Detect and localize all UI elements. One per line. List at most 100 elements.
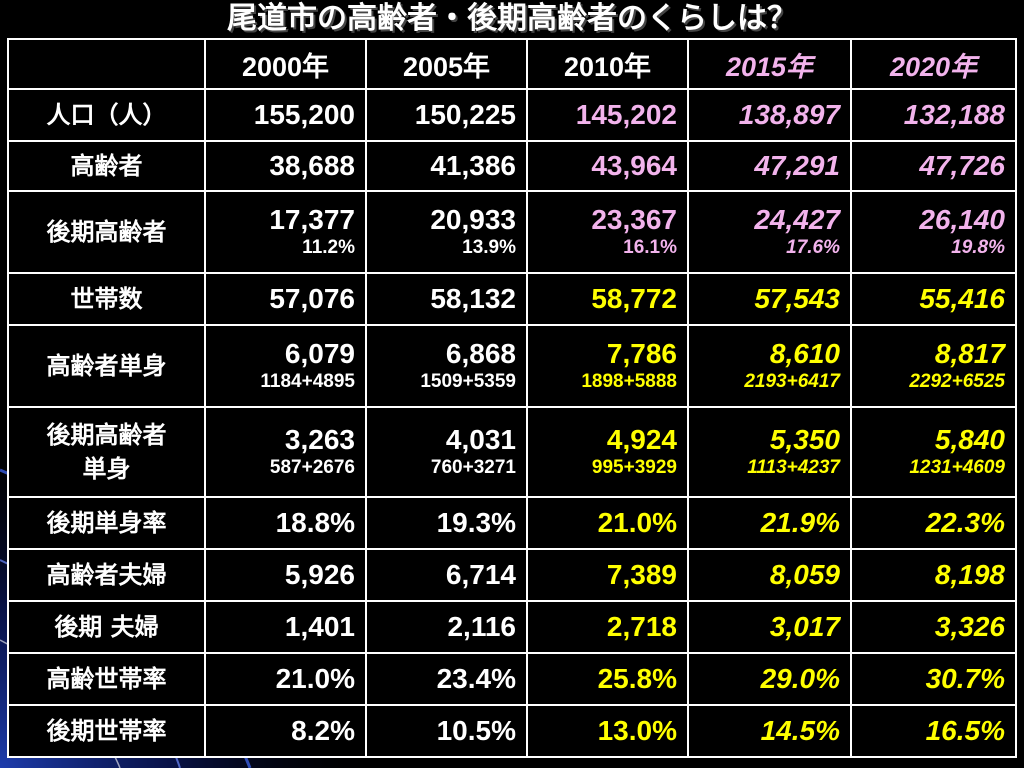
cell-subvalue: 17.6%	[786, 237, 840, 258]
row-label-cell: 後期高齢者	[7, 190, 206, 274]
cell-subvalue: 1113+4237	[747, 457, 840, 478]
value-cell: 47,291	[687, 140, 852, 192]
cell-value: 47,291	[754, 150, 840, 181]
cell-value: 57,543	[754, 283, 840, 314]
value-cell: 24,427 17.6%	[687, 190, 852, 274]
row-label: 人口（人）	[46, 101, 167, 129]
cell-value: 26,140	[919, 204, 1005, 235]
cell-value: 25.8%	[597, 663, 677, 694]
page-title: 尾道市の高齢者・後期高齢者のくらしは？	[227, 1, 797, 36]
row-label-cell: 後期単身率	[7, 496, 206, 550]
cell-value: 23,367	[591, 204, 677, 235]
value-cell: 8,817 2292+6525	[850, 324, 1017, 408]
table-row: 人口（人） 155,200 150,225 145,202 138,897 132,188	[7, 88, 1017, 142]
cell-value: 58,772	[591, 283, 677, 314]
cell-subvalue: 587+2676	[269, 457, 355, 478]
value-cell: 8,059	[687, 548, 852, 602]
cell-value: 8.2%	[291, 715, 355, 746]
value-cell: 14.5%	[687, 704, 852, 758]
cell-value: 6,868	[445, 338, 516, 369]
cell-value: 8,610	[769, 338, 840, 369]
value-cell: 3,263 587+2676	[204, 406, 367, 498]
value-cell: 55,416	[850, 272, 1017, 326]
cell-value: 14.5%	[760, 715, 840, 746]
cell-subvalue: 11.2%	[302, 237, 355, 258]
cell-value: 6,714	[445, 559, 516, 590]
cell-value: 7,389	[606, 559, 677, 590]
value-cell: 5,926	[204, 548, 367, 602]
value-cell: 8,610 2193+6417	[687, 324, 852, 408]
row-label-cell: 世帯数	[7, 272, 206, 326]
cell-value: 1,401	[284, 611, 355, 642]
value-cell: 8,198	[850, 548, 1017, 602]
cell-value: 8,198	[934, 559, 1005, 590]
value-cell: 7,389	[526, 548, 689, 602]
value-cell: 1,401	[204, 600, 367, 654]
row-label: 高齢者夫婦	[46, 561, 167, 589]
row-label: 後期 夫婦	[54, 613, 159, 641]
cell-value: 20,933	[430, 204, 516, 235]
header-year-label: 2005年	[402, 51, 491, 82]
cell-value: 150,225	[414, 99, 516, 130]
value-cell: 155,200	[204, 88, 367, 142]
cell-value: 132,188	[903, 99, 1005, 130]
cell-value: 18.8%	[275, 507, 355, 538]
cell-value: 43,964	[591, 150, 677, 181]
value-cell: 3,326	[850, 600, 1017, 654]
value-cell: 3,017	[687, 600, 852, 654]
header-year-1: 2000年	[204, 38, 367, 90]
header-year-3: 2010年	[526, 38, 689, 90]
value-cell: 16.5%	[850, 704, 1017, 758]
table-row: 高齢者夫婦 5,926 6,714 7,389 8,059 8,198	[7, 548, 1017, 602]
cell-value: 38,688	[269, 150, 355, 181]
value-cell: 5,350 1113+4237	[687, 406, 852, 498]
cell-value: 2,116	[447, 611, 516, 642]
header-year-2: 2005年	[365, 38, 528, 90]
header-year-label: 2000年	[241, 51, 330, 82]
cell-value: 29.0%	[760, 663, 840, 694]
value-cell: 5,840 1231+4609	[850, 406, 1017, 498]
value-cell: 6,714	[365, 548, 528, 602]
row-label: 高齢者	[70, 152, 143, 180]
cell-subvalue: 2292+6525	[909, 371, 1005, 392]
value-cell: 6,868 1509+5359	[365, 324, 528, 408]
cell-value: 138,897	[738, 99, 840, 130]
cell-subvalue: 760+3271	[430, 457, 516, 478]
value-cell: 4,924 995+3929	[526, 406, 689, 498]
value-cell: 57,076	[204, 272, 367, 326]
header-year-label: 2010年	[563, 51, 652, 82]
value-cell: 26,140 19.8%	[850, 190, 1017, 274]
cell-subvalue: 19.8%	[951, 237, 1005, 258]
row-label-cell: 高齢者単身	[7, 324, 206, 408]
cell-value: 55,416	[919, 283, 1005, 314]
value-cell: 41,386	[365, 140, 528, 192]
cell-subvalue: 1509+5359	[420, 371, 516, 392]
table-row: 高齢世帯率 21.0% 23.4% 25.8% 29.0% 30.7%	[7, 652, 1017, 706]
value-cell: 6,079 1184+4895	[204, 324, 367, 408]
value-cell: 47,726	[850, 140, 1017, 192]
cell-value: 17,377	[269, 204, 355, 235]
value-cell: 57,543	[687, 272, 852, 326]
cell-value: 13.0%	[597, 715, 677, 746]
value-cell: 21.9%	[687, 496, 852, 550]
header-row: 2000年 2005年 2010年 2015年 2020年	[7, 38, 1017, 90]
cell-value: 3,017	[769, 611, 840, 642]
row-label: 後期高齢者	[46, 421, 167, 449]
row-label: 後期世帯率	[46, 717, 167, 745]
table-row: 高齢者単身 6,079 1184+4895 6,868 1509+5359 7,786 18…	[7, 324, 1017, 408]
cell-value: 8,059	[769, 559, 840, 590]
cell-value: 16.5%	[925, 715, 1005, 746]
value-cell: 17,377 11.2%	[204, 190, 367, 274]
value-cell: 58,132	[365, 272, 528, 326]
cell-subvalue: 1231+4609	[909, 457, 1005, 478]
value-cell: 2,116	[365, 600, 528, 654]
value-cell: 13.0%	[526, 704, 689, 758]
header-year-4: 2015年	[687, 38, 852, 90]
value-cell: 18.8%	[204, 496, 367, 550]
value-cell: 43,964	[526, 140, 689, 192]
cell-value: 41,386	[430, 150, 516, 181]
cell-value: 6,079	[284, 338, 355, 369]
cell-subvalue: 1898+5888	[581, 371, 677, 392]
value-cell: 29.0%	[687, 652, 852, 706]
cell-value: 7,786	[606, 338, 677, 369]
